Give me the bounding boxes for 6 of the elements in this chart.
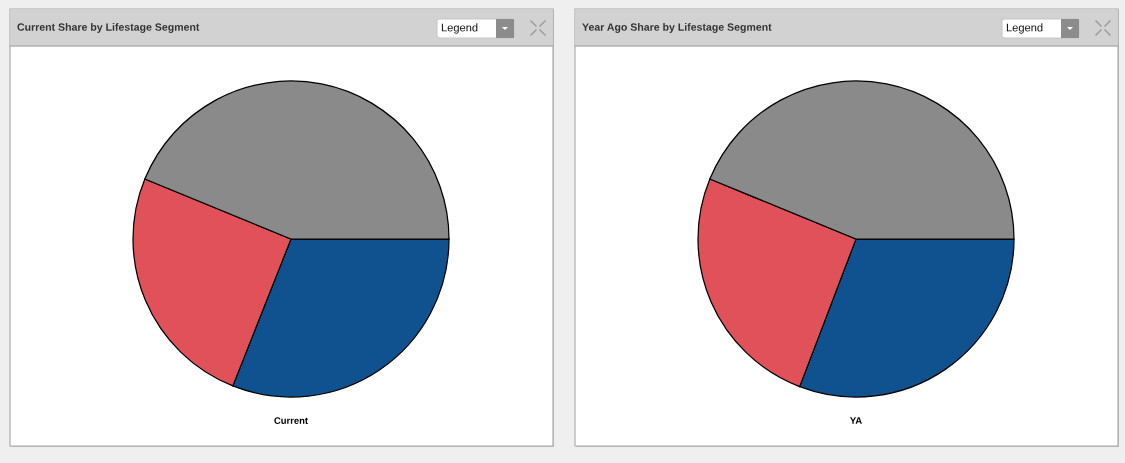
text: Current (274, 417, 308, 424)
text: Legend (441, 23, 478, 34)
chart-title: Year Ago Share by Lifestage Segment (582, 23, 772, 33)
text: Legend (1006, 23, 1043, 34)
chart-title: Current Share by Lifestage Segment (17, 23, 200, 33)
text: YA (850, 417, 862, 424)
